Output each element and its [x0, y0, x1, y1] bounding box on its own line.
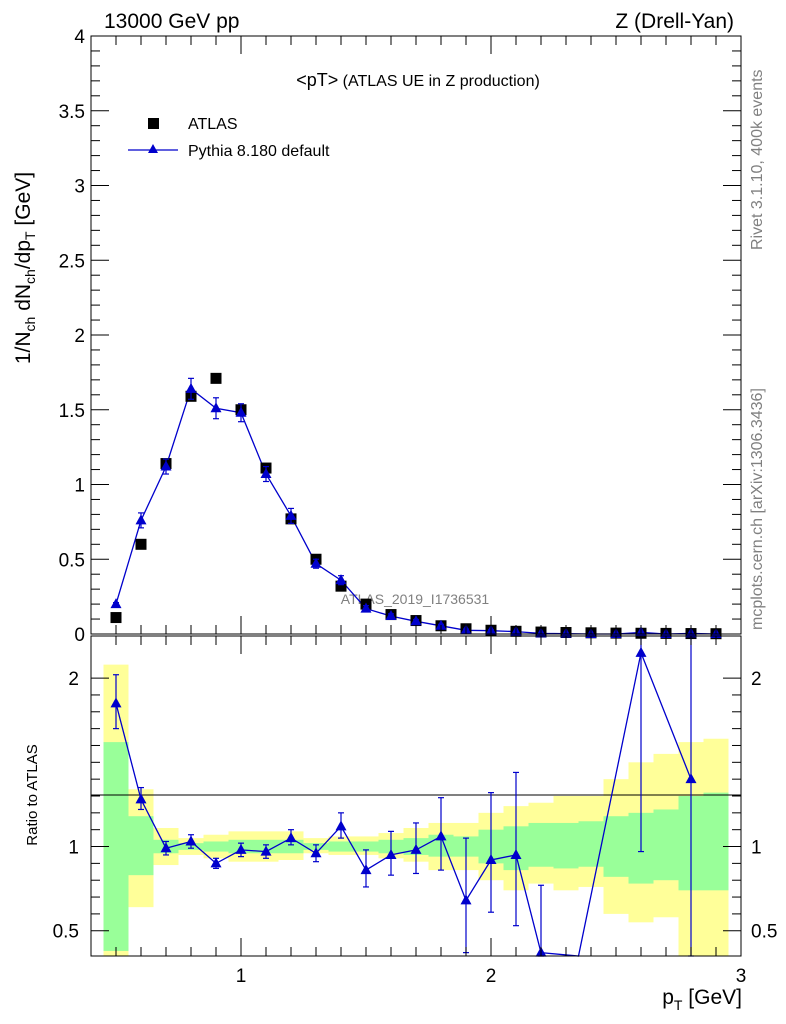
pythia-point	[285, 509, 297, 520]
header-right: Z (Drell-Yan)	[615, 10, 734, 33]
ratio-band-green	[528, 822, 554, 867]
ratio-band-green	[653, 809, 679, 881]
ratio-band-green	[278, 839, 304, 854]
atlas-point	[135, 538, 147, 550]
pythia-point	[410, 615, 422, 626]
ratio-band-green	[353, 841, 379, 852]
pythia-point	[185, 382, 197, 393]
y-tick-label: 1	[74, 476, 85, 497]
ratio-point	[210, 857, 222, 868]
x-tick-label: 1	[236, 966, 247, 987]
ratio-point	[460, 894, 472, 905]
y-tick-label: 2	[74, 326, 85, 347]
pythia-point	[260, 468, 272, 479]
chart-title: <pT> (ATLAS UE in Z production)	[296, 70, 540, 90]
pythia-point	[335, 574, 347, 585]
pythia-point	[310, 557, 322, 568]
ratio-point	[285, 832, 297, 843]
y-tick-label: 3.5	[59, 102, 85, 123]
ratio-point	[510, 848, 522, 859]
legend-pythia-marker	[148, 144, 158, 153]
pythia-point	[210, 402, 222, 413]
y-tick-label: 1.5	[59, 401, 85, 422]
pythia-point	[160, 460, 172, 471]
x-axis-label: pT [GeV]	[662, 986, 742, 1013]
ratio-point	[135, 793, 147, 804]
legend-atlas-label: ATLAS	[188, 116, 238, 133]
atlas-point	[210, 372, 222, 384]
ratio-point	[160, 842, 172, 853]
ratio-point	[485, 854, 497, 864]
ratio-point	[235, 843, 247, 854]
ratio-y-tick-label: 1	[68, 838, 79, 859]
ratio-point	[385, 848, 397, 859]
ratio-y-tick-label-right: 1	[751, 838, 762, 859]
ratio-band-green	[203, 841, 229, 852]
y-tick-label: 0.5	[59, 550, 85, 571]
ratio-band-green	[603, 816, 629, 877]
ratio-y-tick-label: 2	[68, 669, 79, 690]
pythia-point	[360, 602, 372, 613]
ratio-point	[185, 835, 197, 846]
y-tick-label: 2.5	[59, 251, 85, 272]
ratio-y-tick-label: 0.5	[53, 922, 79, 943]
legend-pythia-label: Pythia 8.180 default	[188, 143, 330, 160]
atlas-point	[110, 612, 122, 624]
x-tick-label: 3	[736, 966, 747, 987]
ratio-point	[435, 830, 447, 841]
y-tick-label: 3	[74, 177, 85, 198]
ratio-point	[260, 845, 272, 856]
watermark: ATLAS_2019_I1736531	[341, 591, 490, 607]
ratio-y-label: Ratio to ATLAS	[24, 744, 41, 845]
pythia-point	[135, 514, 147, 525]
ratio-band-green	[703, 792, 729, 891]
y-axis-label: 1/Nch dNch/dpT [GeV]	[12, 172, 38, 364]
y-tick-label: 4	[74, 27, 85, 48]
ratio-point	[110, 697, 122, 708]
ratio-point	[360, 864, 372, 875]
x-tick-label: 2	[486, 966, 497, 987]
ratio-point	[410, 843, 422, 854]
ratio-point	[685, 773, 697, 784]
legend-atlas-marker	[148, 118, 159, 129]
pythia-point	[110, 598, 122, 609]
main-panel: <pT> (ATLAS UE in Z production) ATLAS_20…	[12, 27, 742, 646]
chart-title-sub: (ATLAS UE in Z production)	[338, 73, 540, 90]
ratio-band-green	[328, 841, 354, 852]
ratio-point	[310, 847, 322, 858]
ratio-band-green	[553, 822, 579, 869]
ratio-y-tick-label-right: 0.5	[751, 922, 777, 943]
chart-title-main: <pT>	[296, 70, 338, 90]
atlas-point	[335, 580, 347, 592]
pythia-point	[435, 619, 447, 630]
ratio-band-green	[578, 821, 604, 867]
ratio-y-tick-label-right: 2	[751, 669, 762, 690]
ratio-point	[635, 646, 647, 657]
header-left: 13000 GeV pp	[104, 10, 239, 33]
pythia-point	[235, 406, 247, 417]
y-tick-label: 0	[74, 625, 85, 646]
mcplots-label: mcplots.cern.ch [arXiv:1306.3436]	[749, 388, 766, 630]
ratio-panel: 0.5 0.5 1 1 2 2 1 2 3 Ratio to ATLAS	[24, 635, 777, 987]
ratio-point	[335, 820, 347, 831]
rivet-label: Rivet 3.1.10, 400k events	[749, 69, 766, 250]
ratio-band-green	[128, 816, 154, 876]
pythia-point	[385, 610, 397, 621]
